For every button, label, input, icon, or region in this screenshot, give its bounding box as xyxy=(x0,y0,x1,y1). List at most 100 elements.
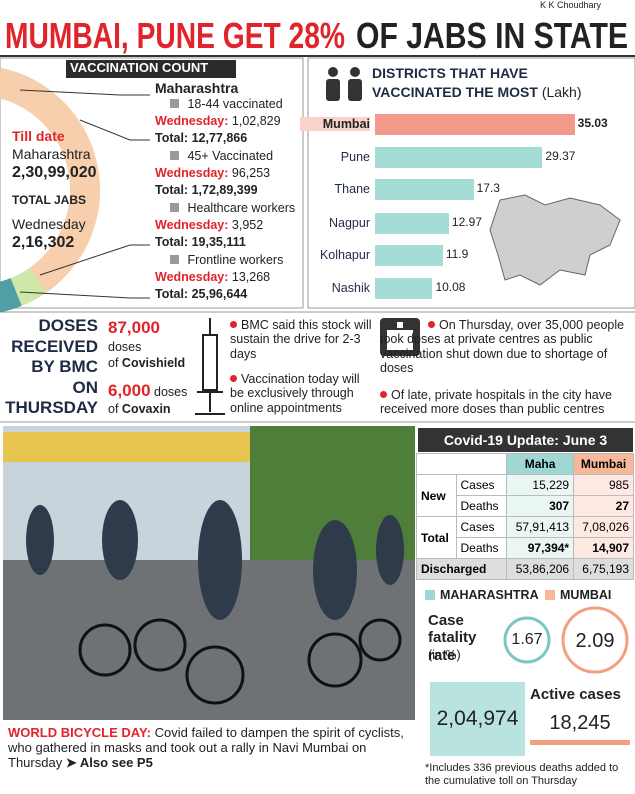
footnote: *Includes 336 previous deaths added to t… xyxy=(425,762,619,787)
label: Wednesday: xyxy=(155,114,229,128)
text: of xyxy=(108,356,119,370)
label: Total: xyxy=(155,235,189,249)
people-icon xyxy=(326,67,362,101)
donut-segment xyxy=(10,267,47,306)
legend-swatch xyxy=(545,590,555,600)
text: doses xyxy=(154,385,188,399)
value-label: 10.08 xyxy=(435,280,466,294)
value: 97,394* xyxy=(506,537,575,559)
doses-label: DOSES xyxy=(38,316,98,335)
fatality-circle xyxy=(561,606,629,674)
value: 87,000 xyxy=(108,318,160,337)
leader xyxy=(19,291,150,299)
covid-table: Maha Mumbai New Cases 15,229 985 Deaths 307 27 To… xyxy=(415,453,634,580)
text-line: Wednesday: 96,253 xyxy=(155,166,270,180)
group-name: 18-44 vaccinated xyxy=(187,97,283,111)
label: Till date xyxy=(12,128,65,144)
text-line: Total: 12,77,866 xyxy=(155,131,247,145)
text-line: VACCINATED THE MOST (Lakh) xyxy=(372,84,582,100)
row-label: Cases xyxy=(455,516,508,538)
photo xyxy=(3,426,415,720)
label: Maharashtra xyxy=(12,146,91,162)
text: Covaxin xyxy=(121,402,171,416)
donut xyxy=(0,67,100,313)
doses-label: RECEIVED xyxy=(11,336,98,356)
panel-title: VACCINATION COUNT xyxy=(70,60,209,75)
text-line: Total: 1,72,89,399 xyxy=(155,183,258,197)
bar xyxy=(375,278,433,299)
value-label: 29.37 xyxy=(545,149,576,163)
label: Total: xyxy=(155,131,189,145)
legend-label: MUMBAI xyxy=(560,588,612,602)
text-line: of Covishield xyxy=(108,356,185,370)
unit: (in %) xyxy=(428,648,461,662)
column-header: Mumbai xyxy=(573,453,634,475)
caption-lead: WORLD BICYCLE DAY: xyxy=(8,725,151,740)
bar xyxy=(375,245,443,266)
text-line: 45+ Vaccinated xyxy=(170,149,273,163)
value: 13,268 xyxy=(231,270,271,284)
value-label: 17.3 xyxy=(476,181,500,195)
caption-ref: ➤ Also see P5 xyxy=(65,754,153,770)
value: 1.67 xyxy=(511,631,543,648)
value: 1,72,89,399 xyxy=(191,183,258,197)
text-line: (in %) xyxy=(428,648,461,662)
text: of xyxy=(108,402,119,416)
category-label: Pune xyxy=(340,150,370,164)
donut-segment xyxy=(0,277,22,313)
caption: Covid failed to dampen the spirit of cyc… xyxy=(8,725,404,770)
bullet xyxy=(428,321,435,328)
text: Covishield xyxy=(121,356,186,370)
swatch xyxy=(170,151,179,160)
value: 27 xyxy=(573,495,634,517)
leaders xyxy=(19,89,150,299)
table-title: Covid-19 Update: June 3 xyxy=(443,432,608,448)
swatch xyxy=(170,203,179,212)
text-line: Total: 19,35,111 xyxy=(155,235,246,249)
label: Active cases xyxy=(530,686,621,703)
doses-label: THURSDAY xyxy=(5,398,98,417)
value: 57,91,413 xyxy=(506,516,575,538)
value-label: 12.97 xyxy=(451,215,482,229)
text-line: Wednesday: 1,02,829 xyxy=(155,114,281,128)
text-line: Total: 25,96,644 xyxy=(155,287,247,301)
text-line: of Covaxin xyxy=(108,402,171,416)
category-label: Mumbai xyxy=(300,117,370,132)
bar xyxy=(375,179,474,200)
text-line: BMC said this stock will sustain the dri… xyxy=(230,318,375,361)
label: Wednesday: xyxy=(155,218,229,232)
active-box xyxy=(430,682,525,756)
legend-swatch xyxy=(425,590,435,600)
label: Wednesday xyxy=(12,216,86,232)
row-label: Cases xyxy=(455,474,508,496)
bar xyxy=(375,213,449,234)
text-line: WORLD BICYCLE DAY: Covid failed to dampe… xyxy=(8,725,413,771)
group-label: New xyxy=(416,474,457,517)
value: 985 xyxy=(573,474,634,496)
legend-label: MAHARASHTRA xyxy=(440,588,539,602)
leader xyxy=(19,89,150,96)
text-line: 18-44 vaccinated xyxy=(170,97,283,111)
bar xyxy=(375,147,543,168)
blank xyxy=(415,453,508,475)
headline: MUMBAI, PUNE GET 28% xyxy=(5,15,345,56)
value: 14,907 xyxy=(573,537,634,559)
table-title-bg xyxy=(418,428,633,452)
note: On Thursday, over 35,000 people took dos… xyxy=(380,318,625,376)
value: 53,86,206 xyxy=(506,558,575,580)
heading: Maharashtra xyxy=(155,80,239,96)
category-label: Nagpur xyxy=(329,216,370,230)
title-bg xyxy=(66,60,236,78)
text-line: 6,000 doses xyxy=(108,381,187,401)
hospital-icon xyxy=(380,318,420,356)
value: 18,245 xyxy=(549,712,611,734)
value: 6,75,193 xyxy=(573,558,634,580)
value: 2,30,99,020 xyxy=(12,164,97,181)
value: 19,35,111 xyxy=(191,235,246,249)
bullet xyxy=(230,321,237,328)
value: 2.09 xyxy=(575,630,615,652)
fatality-circle xyxy=(503,616,551,664)
bullet xyxy=(230,375,237,382)
headline: OF JABS IN STATE xyxy=(356,15,628,56)
chart-title: DISTRICTS THAT HAVE xyxy=(372,65,528,81)
